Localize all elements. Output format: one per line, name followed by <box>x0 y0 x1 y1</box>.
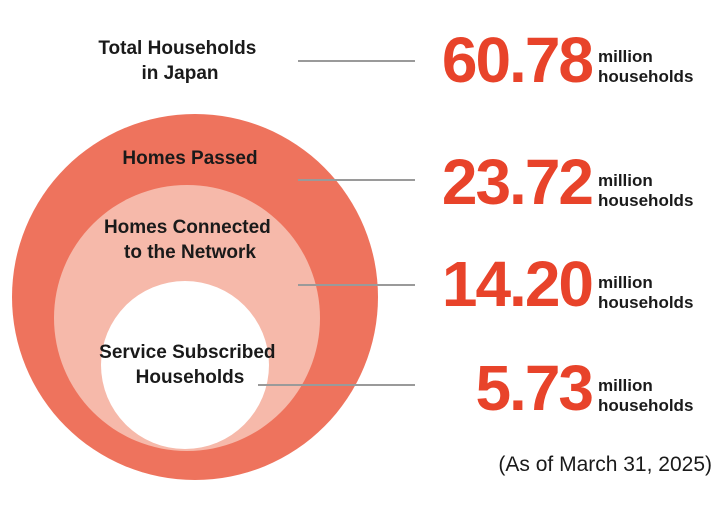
homes-connected-label-line1: Homes Connected <box>104 217 271 238</box>
total-households-value: 60.78 <box>442 24 593 96</box>
homes-connected-unit-line2: households <box>598 293 693 312</box>
as-of-date-note: (As of March 31, 2025) <box>498 453 712 476</box>
total-households-unit-line1: million <box>598 47 653 66</box>
homes-passed-unit: million households <box>598 171 693 210</box>
total-households-label-line1: Total Households <box>98 38 256 59</box>
total-households-label-line2: in Japan <box>141 63 218 84</box>
homes-connected-unit: million households <box>598 273 693 312</box>
homes-connected-value: 14.20 <box>442 248 592 320</box>
service-subscribed-label-line1: Service Subscribed <box>99 342 275 363</box>
homes-passed-unit-line1: million <box>598 171 653 190</box>
homes-passed-label-line1: Homes Passed <box>122 148 257 169</box>
homes-connected-label-line2: to the Network <box>124 242 256 263</box>
total-households-unit: million households <box>598 47 693 86</box>
homes-passed-unit-line2: households <box>598 191 693 210</box>
service-subscribed-value: 5.73 <box>475 352 592 424</box>
homes-passed-value: 23.72 <box>442 146 593 218</box>
homes-passed-label: Homes Passed <box>122 148 257 169</box>
service-subscribed-unit-line2: households <box>598 396 693 415</box>
service-subscribed-label: Service Subscribed Households <box>99 342 281 388</box>
total-households-label: Total Households in Japan <box>98 38 261 84</box>
service-subscribed-unit-line1: million <box>598 376 653 395</box>
total-households-unit-line2: households <box>598 67 693 86</box>
homes-connected-label: Homes Connected to the Network <box>104 217 276 263</box>
service-subscribed-circle <box>101 281 269 449</box>
service-subscribed-label-line2: Households <box>136 367 245 388</box>
homes-connected-unit-line1: million <box>598 273 653 292</box>
service-subscribed-unit: million households <box>598 376 693 415</box>
